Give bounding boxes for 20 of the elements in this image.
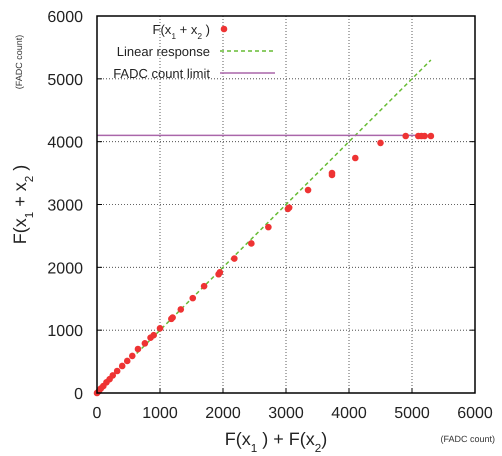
x-tick-label: 2000 xyxy=(205,405,241,422)
x-tick-label: 4000 xyxy=(331,405,367,422)
text: (FADC count) xyxy=(14,34,24,90)
text: (FADC count) xyxy=(440,434,495,444)
legend-label: Linear response xyxy=(116,44,210,59)
x-tick-label: 3000 xyxy=(268,405,304,422)
x-tick-label: 6000 xyxy=(457,405,493,422)
y-tick-label: 3000 xyxy=(47,198,84,214)
y-tick-label: 4000 xyxy=(47,134,84,152)
y-tick-label: 2000 xyxy=(47,260,84,278)
y-tick-label: 5000 xyxy=(47,72,84,89)
y-tick-label: 0 xyxy=(74,386,84,403)
x-tick-label: 5000 xyxy=(394,405,430,422)
legend-label: F(x$_{1}$ + x$_{2}$ ) xyxy=(152,22,210,41)
x-axis-title: F(x$_{1}$ ) + F(x$_{2}$) xyxy=(224,429,328,454)
x-tick-label: 0 xyxy=(92,405,102,422)
x-tick-label: 1000 xyxy=(142,405,178,422)
y-tick-label: 1000 xyxy=(47,323,84,340)
legend-label: FADC count limit xyxy=(113,66,210,81)
y-tick-label: 6000 xyxy=(47,9,84,26)
